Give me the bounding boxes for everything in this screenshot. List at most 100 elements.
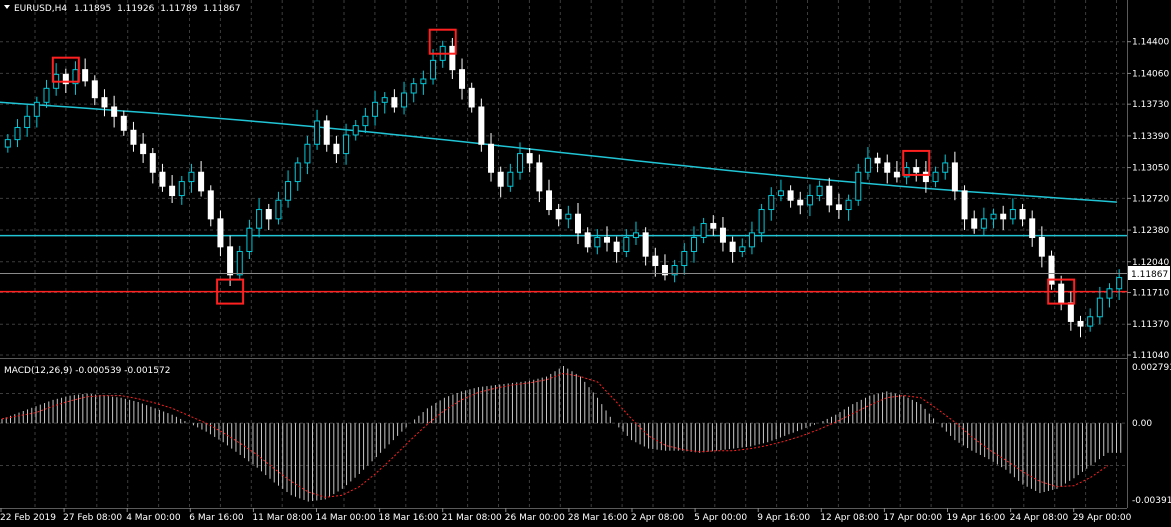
- time-label: 9 Apr 16:00: [757, 513, 810, 523]
- candle-body: [526, 153, 533, 164]
- price-label: 1.12380: [1132, 226, 1169, 236]
- candle-body: [207, 190, 214, 220]
- time-label: 4 Mar 00:00: [126, 513, 181, 523]
- highlight-box: [51, 56, 80, 83]
- macd-label: -0.00391: [1132, 496, 1171, 506]
- price-axis: 1.14400 1.14060 1.13730 1.13390 1.13050 1.127…: [1127, 38, 1169, 361]
- candle-body: [294, 162, 301, 183]
- candle-body: [980, 218, 987, 229]
- candle-body: [285, 181, 292, 201]
- candlesticks: [4, 37, 1123, 338]
- macd-label: 0.002793: [1132, 363, 1171, 373]
- highlight-boxes[interactable]: [51, 28, 1076, 305]
- time-label: 14 Mar 00:00: [316, 513, 376, 523]
- candle-body: [314, 120, 321, 145]
- time-label: 22 Feb 2019: [0, 513, 56, 523]
- price-label: 1.13390: [1132, 132, 1169, 142]
- candle-body: [845, 199, 852, 211]
- candle-body: [1019, 209, 1026, 220]
- candle-body: [62, 73, 69, 85]
- candle-body: [459, 69, 466, 89]
- moving-average: [0, 101, 1118, 203]
- candle-body: [1077, 320, 1084, 327]
- time-label: 27 Feb 08:00: [63, 513, 122, 523]
- candle-body: [603, 237, 610, 243]
- candle-body: [884, 162, 891, 173]
- candle-body: [990, 213, 997, 220]
- high-value: 1.11926: [117, 4, 154, 14]
- time-label: 17 Apr 00:00: [883, 513, 942, 523]
- candle-body: [497, 171, 504, 187]
- candle-body: [632, 232, 639, 239]
- current-price-label: 1.11867: [1131, 270, 1168, 280]
- time-label: 29 Apr 00:00: [1073, 513, 1132, 523]
- candle-body: [729, 241, 736, 252]
- chart-grid: [0, 0, 1127, 508]
- candle-body: [700, 223, 707, 239]
- candle-body: [401, 92, 408, 108]
- price-label: 1.11370: [1132, 320, 1169, 330]
- price-label: 1.12720: [1132, 194, 1169, 204]
- candle-body: [507, 171, 514, 187]
- candle-body: [642, 232, 649, 257]
- candle-body: [198, 171, 205, 192]
- time-axis: 22 Feb 2019 27 Feb 08:00 4 Mar 00:00 6 Mar …: [0, 508, 1132, 523]
- macd-indicator: [1, 365, 1122, 502]
- candle-body: [227, 246, 234, 276]
- candle-body: [787, 190, 794, 201]
- candle-body: [217, 218, 224, 248]
- candle-body: [835, 204, 842, 211]
- candle-body: [690, 237, 697, 253]
- candle-body: [864, 157, 871, 173]
- candle-body: [932, 171, 939, 183]
- candle-body: [584, 232, 591, 248]
- macd-label: 0.00: [1132, 419, 1152, 429]
- time-label: 6 Mar 16:00: [189, 513, 244, 523]
- price-panel[interactable]: [0, 0, 1127, 357]
- candle-body: [546, 190, 553, 211]
- candle-body: [236, 251, 243, 276]
- candle-body: [961, 190, 968, 220]
- price-label: 1.11710: [1132, 289, 1169, 299]
- candle-body: [140, 143, 147, 155]
- candle-body: [4, 139, 11, 148]
- candle-body: [24, 115, 31, 128]
- time-label: 5 Apr 00:00: [694, 513, 747, 523]
- candle-body: [169, 185, 176, 197]
- candle-body: [1058, 283, 1065, 304]
- low-value: 1.11789: [160, 4, 197, 14]
- price-label: 1.14400: [1132, 38, 1169, 48]
- price-label: 1.13730: [1132, 100, 1169, 110]
- candle-body: [748, 232, 755, 248]
- symbol-dropdown-icon[interactable]: [4, 5, 10, 9]
- candle-body: [159, 171, 166, 187]
- current-price-tag: [1128, 266, 1170, 280]
- candle-body: [942, 162, 949, 173]
- macd-header: MACD(12,26,9) -0.000539 -0.001572: [4, 366, 170, 376]
- candle-body: [517, 153, 524, 173]
- support-lines[interactable]: [0, 234, 1127, 293]
- candle-body: [1087, 316, 1094, 327]
- candle-body: [14, 126, 21, 141]
- candle-body: [806, 195, 813, 206]
- candle-body: [1000, 213, 1007, 220]
- candle-body: [449, 45, 456, 71]
- candle-body: [671, 264, 678, 276]
- candle-body: [323, 120, 330, 145]
- time-label: 28 Mar 16:00: [568, 513, 628, 523]
- macd-signal-line: [1, 372, 1109, 498]
- candle-body: [1038, 237, 1045, 257]
- candle-body: [816, 185, 823, 197]
- candle-body: [188, 171, 195, 183]
- candle-body: [488, 143, 495, 173]
- price-label: 1.14060: [1132, 69, 1169, 79]
- candle-body: [739, 246, 746, 253]
- candle-body: [178, 181, 185, 197]
- candle-body: [343, 134, 350, 155]
- candle-body: [826, 185, 833, 206]
- candle-body: [1116, 277, 1123, 290]
- time-label: 21 Mar 08:00: [442, 513, 502, 523]
- candle-body: [246, 227, 253, 253]
- highlight-box: [902, 149, 931, 176]
